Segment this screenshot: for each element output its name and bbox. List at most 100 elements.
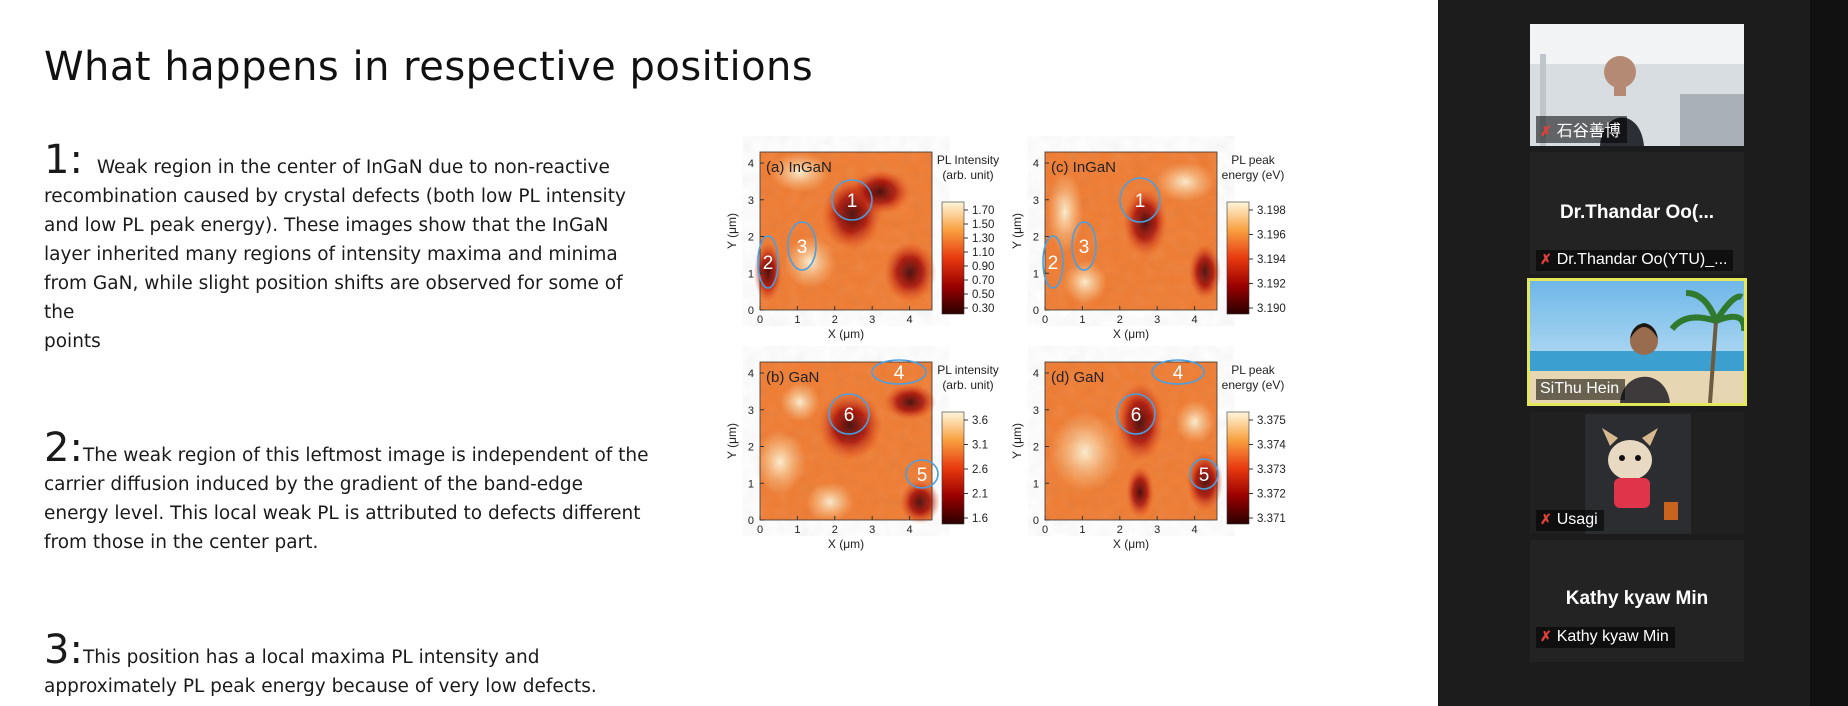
y-tick-label: 3 bbox=[1033, 405, 1039, 417]
point-2-line: from those in the center part. bbox=[44, 532, 319, 553]
x-axis-label: X (μm) bbox=[828, 537, 864, 551]
colorbar-tick-label: 2.6 bbox=[972, 464, 988, 476]
colorbar-tick-label: 1.6 bbox=[972, 513, 988, 525]
y-tick-label: 3 bbox=[1033, 195, 1039, 207]
point-3-paragraph: 3:This position has a local maxima PL in… bbox=[44, 630, 684, 701]
slide-title: What happens in respective positions bbox=[44, 44, 814, 90]
mic-muted-icon: ✗ bbox=[1540, 123, 1552, 139]
y-tick-label: 2 bbox=[748, 442, 754, 454]
position-marker: 3 bbox=[787, 221, 817, 271]
panel-label: (c) InGaN bbox=[1051, 159, 1116, 176]
x-tick-label: 2 bbox=[832, 314, 838, 326]
y-tick-label: 1 bbox=[1033, 478, 1039, 490]
x-tick-label: 2 bbox=[832, 524, 838, 536]
panel-label: (b) GaN bbox=[766, 369, 819, 386]
y-tick-label: 4 bbox=[1033, 368, 1039, 380]
x-tick-label: 2 bbox=[1117, 524, 1123, 536]
point-3-line: approximately PL peak energy because of … bbox=[44, 676, 597, 697]
colorbar-tick-label: 1.70 bbox=[972, 205, 994, 217]
x-tick-label: 0 bbox=[757, 314, 763, 326]
position-marker-label: 3 bbox=[1079, 237, 1090, 258]
participant-name: Dr.Thandar Oo(YTU)_... bbox=[1556, 251, 1728, 268]
colorbar-tick-label: 3.371 bbox=[1257, 513, 1286, 525]
colorbar-title: (arb. unit) bbox=[942, 378, 993, 392]
point-1-line: layer inherited many regions of intensit… bbox=[44, 244, 618, 265]
x-tick-label: 3 bbox=[1154, 314, 1160, 326]
y-tick-label: 4 bbox=[748, 368, 754, 380]
x-tick-label: 1 bbox=[794, 314, 800, 326]
x-tick-label: 2 bbox=[1117, 314, 1123, 326]
point-3-line: This position has a local maxima PL inte… bbox=[82, 647, 540, 668]
position-marker: 1 bbox=[831, 179, 873, 221]
colorbar-title: PL peak bbox=[1231, 363, 1276, 377]
x-axis-label: X (μm) bbox=[1113, 327, 1149, 341]
position-marker-label: 2 bbox=[1048, 253, 1059, 274]
position-marker-label: 5 bbox=[917, 465, 928, 486]
y-tick-label: 2 bbox=[1033, 232, 1039, 244]
colorbar bbox=[1226, 411, 1250, 525]
y-axis-label: Y (μm) bbox=[725, 213, 739, 249]
x-tick-label: 0 bbox=[1042, 314, 1048, 326]
sidebar-scrollbar[interactable] bbox=[1810, 0, 1848, 706]
colorbar-tick-label: 0.30 bbox=[972, 303, 994, 315]
colorbar-tick-label: 3.372 bbox=[1257, 489, 1286, 501]
position-marker-label: 2 bbox=[763, 253, 774, 274]
y-tick-label: 1 bbox=[1033, 268, 1039, 280]
point-1-line: the bbox=[44, 302, 75, 323]
mic-muted-icon: ✗ bbox=[1540, 251, 1552, 267]
position-marker-label: 4 bbox=[894, 363, 905, 384]
point-1-line: recombination caused by crystal defects … bbox=[44, 186, 626, 207]
participant-tile[interactable]: Kathy kyaw Min ✗ Kathy kyaw Min bbox=[1530, 540, 1744, 662]
y-tick-label: 0 bbox=[1033, 305, 1039, 317]
y-tick-label: 3 bbox=[748, 195, 754, 207]
position-marker: 5 bbox=[1189, 458, 1219, 490]
presentation-slide: What happens in respective positions 1: … bbox=[0, 0, 1438, 706]
participant-tile[interactable]: ✗ Usagi bbox=[1530, 412, 1744, 534]
participant-name-tag: ✗ 石谷善博 bbox=[1536, 116, 1627, 143]
participant-name-tag: ✗ Usagi bbox=[1536, 510, 1604, 531]
y-axis-label: Y (μm) bbox=[1010, 213, 1024, 249]
y-tick-label: 2 bbox=[748, 232, 754, 244]
pl-map-panel: (b) GaN 0 1 2 3 4 0 1 2 3 4 X (μm) Y (μm) PL intensit… bbox=[725, 359, 999, 551]
colorbar bbox=[1226, 201, 1250, 315]
x-tick-label: 4 bbox=[1192, 314, 1198, 326]
colorbar-tick-label: 3.192 bbox=[1257, 279, 1286, 291]
colorbar-tick-label: 3.374 bbox=[1257, 440, 1286, 452]
position-marker: 6 bbox=[1116, 393, 1156, 435]
position-marker: 5 bbox=[905, 459, 939, 489]
position-marker-label: 1 bbox=[847, 191, 858, 212]
position-marker: 3 bbox=[1071, 221, 1097, 271]
x-tick-label: 1 bbox=[1079, 314, 1085, 326]
point-1-number: 1: bbox=[44, 137, 83, 183]
colorbar bbox=[941, 201, 965, 315]
point-2-line: carrier diffusion induced by the gradien… bbox=[44, 474, 584, 495]
colorbar-tick-label: 3.198 bbox=[1257, 205, 1286, 217]
participant-name-tag: ✗ Dr.Thandar Oo(YTU)_... bbox=[1536, 250, 1734, 271]
y-tick-label: 0 bbox=[1033, 515, 1039, 527]
participant-name-tag: SiThu Hein bbox=[1536, 379, 1626, 400]
x-tick-label: 3 bbox=[869, 524, 875, 536]
colorbar-tick-label: 0.70 bbox=[972, 275, 994, 287]
x-tick-label: 3 bbox=[869, 314, 875, 326]
participant-tile-active-speaker[interactable]: SiThu Hein bbox=[1527, 278, 1747, 406]
colorbar-tick-label: 3.6 bbox=[972, 415, 988, 427]
colorbar-tick-label: 3.194 bbox=[1257, 254, 1286, 266]
y-tick-label: 3 bbox=[748, 405, 754, 417]
position-marker: 6 bbox=[828, 393, 870, 435]
point-1-line: and low PL peak energy). These images sh… bbox=[44, 215, 609, 236]
colorbar-tick-label: 0.50 bbox=[972, 289, 994, 301]
participant-tile[interactable]: ✗ 石谷善博 bbox=[1530, 24, 1744, 146]
colorbar-title: (arb. unit) bbox=[942, 168, 993, 182]
position-marker-label: 5 bbox=[1199, 465, 1210, 486]
colorbar-tick-label: 0.90 bbox=[972, 261, 994, 273]
x-tick-label: 4 bbox=[907, 524, 913, 536]
colorbar-tick-label: 3.373 bbox=[1257, 464, 1286, 476]
x-tick-label: 4 bbox=[1192, 524, 1198, 536]
participant-tile[interactable]: Dr.Thandar Oo(... ✗ Dr.Thandar Oo(YTU)_..… bbox=[1530, 152, 1744, 274]
colorbar-tick-label: 3.375 bbox=[1257, 415, 1286, 427]
y-tick-label: 2 bbox=[1033, 442, 1039, 454]
point-3-number: 3: bbox=[44, 627, 83, 673]
